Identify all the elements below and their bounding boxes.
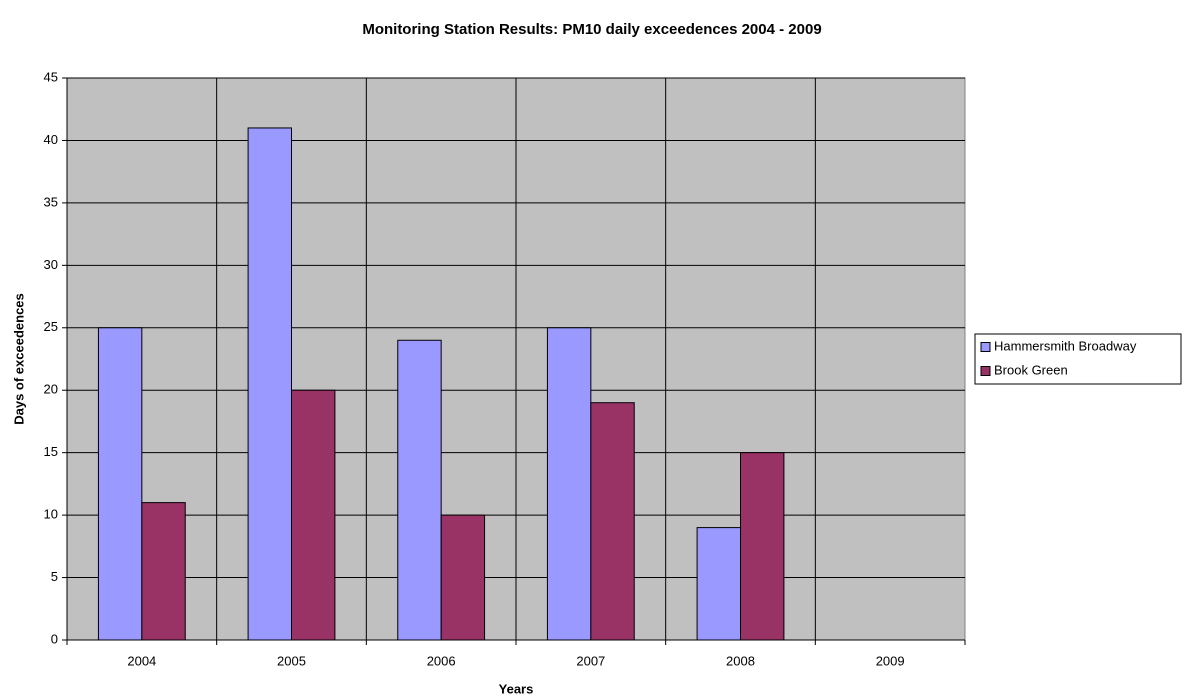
legend-label: Brook Green: [994, 362, 1068, 377]
y-tick-label: 15: [44, 444, 58, 459]
x-tick-label: 2005: [277, 653, 306, 668]
x-tick-label: 2008: [726, 653, 755, 668]
y-tick-label: 10: [44, 507, 58, 522]
y-tick-label: 20: [44, 382, 58, 397]
bar: [397, 339, 442, 641]
legend-swatch: [980, 366, 991, 376]
bar: [590, 402, 635, 641]
bar: [141, 502, 186, 641]
y-tick-label: 40: [44, 132, 58, 147]
bar: [546, 327, 592, 641]
bar: [247, 127, 292, 641]
y-tick-label: 25: [44, 319, 58, 334]
x-axis-label: Years: [499, 681, 534, 696]
y-tick-label: 0: [51, 631, 58, 646]
legend-swatch: [980, 342, 991, 352]
y-tick-label: 45: [44, 69, 58, 84]
legend-label: Hammersmith Broadway: [994, 338, 1137, 353]
bar: [97, 327, 143, 641]
y-tick-label: 35: [44, 194, 58, 209]
y-tick-label: 5: [51, 569, 58, 584]
y-tick-label: 30: [44, 257, 58, 272]
bar: [740, 452, 785, 641]
bar: [696, 527, 742, 641]
bar: [291, 389, 336, 641]
x-tick-label: 2004: [127, 653, 156, 668]
bar: [440, 514, 486, 641]
legend-box: [974, 333, 1182, 385]
x-tick-label: 2007: [576, 653, 605, 668]
x-tick-label: 2009: [876, 653, 905, 668]
chart-title: Monitoring Station Results: PM10 daily e…: [362, 21, 821, 38]
y-axis-label: Days of exceedences: [11, 293, 26, 425]
x-tick-label: 2006: [427, 653, 456, 668]
